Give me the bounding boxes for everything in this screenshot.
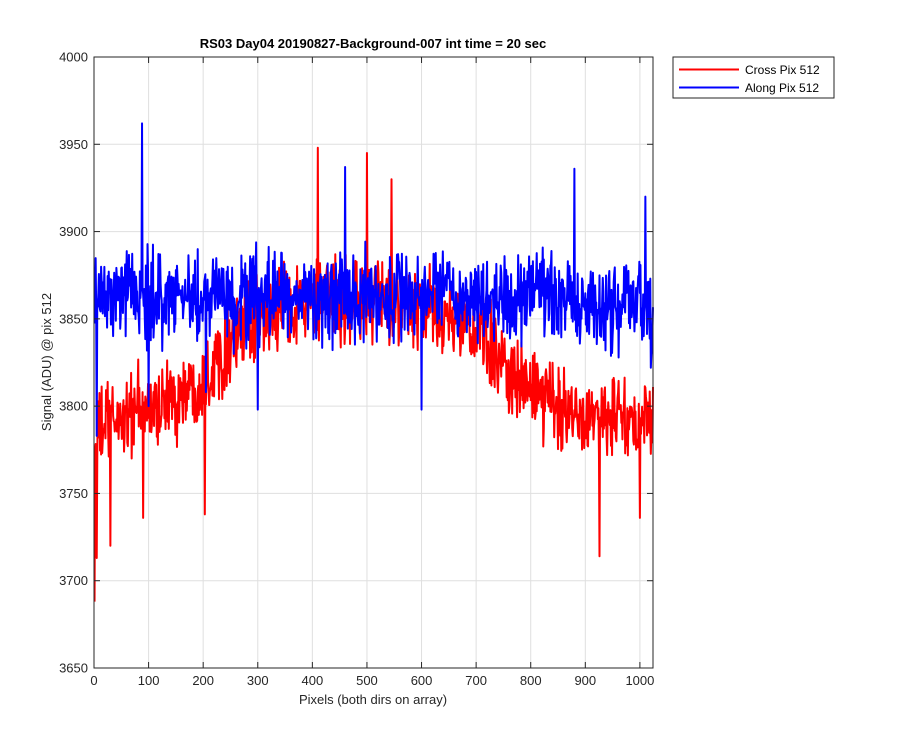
y-tick-label: 3800 bbox=[59, 399, 88, 414]
series-line-1 bbox=[93, 122, 654, 437]
x-tick-label: 900 bbox=[574, 673, 596, 688]
legend-label-cross: Cross Pix 512 bbox=[745, 63, 820, 77]
x-tick-label: 600 bbox=[411, 673, 433, 688]
plot-background bbox=[94, 57, 653, 668]
chart-title: RS03 Day04 20190827-Background-007 int t… bbox=[200, 36, 547, 51]
ticks bbox=[93, 56, 653, 669]
x-tick-label: 100 bbox=[138, 673, 160, 688]
y-tick-label: 3900 bbox=[59, 224, 88, 239]
x-tick-label: 800 bbox=[520, 673, 542, 688]
x-axis-label: Pixels (both dirs on array) bbox=[299, 692, 447, 707]
legend-box bbox=[672, 56, 835, 99]
y-tick-label: 3700 bbox=[59, 573, 88, 588]
legend-label-along: Along Pix 512 bbox=[745, 81, 819, 95]
tick-labels: 0 100 200 300 400 500 600 700 800 900 1000 3650 3700… bbox=[59, 50, 654, 689]
plot-frame bbox=[93, 56, 654, 669]
x-tick-label: 300 bbox=[247, 673, 269, 688]
legend[interactable]: Cross Pix 512 Along Pix 512 bbox=[672, 56, 835, 99]
x-tick-label: 200 bbox=[192, 673, 214, 688]
y-tick-label: 3950 bbox=[59, 137, 88, 152]
x-tick-label: 500 bbox=[356, 673, 378, 688]
y-tick-label: 3750 bbox=[59, 486, 88, 501]
y-tick-label: 3650 bbox=[59, 661, 88, 676]
x-tick-label: 700 bbox=[465, 673, 487, 688]
y-axis-label: Signal (ADU) @ pix 512 bbox=[39, 293, 54, 431]
y-tick-label: 3850 bbox=[59, 311, 88, 326]
x-tick-label: 400 bbox=[302, 673, 324, 688]
plot-lines bbox=[93, 122, 654, 602]
y-tick-label: 4000 bbox=[59, 50, 88, 65]
x-tick-label: 1000 bbox=[625, 673, 654, 688]
x-tick-label: 0 bbox=[90, 673, 97, 688]
